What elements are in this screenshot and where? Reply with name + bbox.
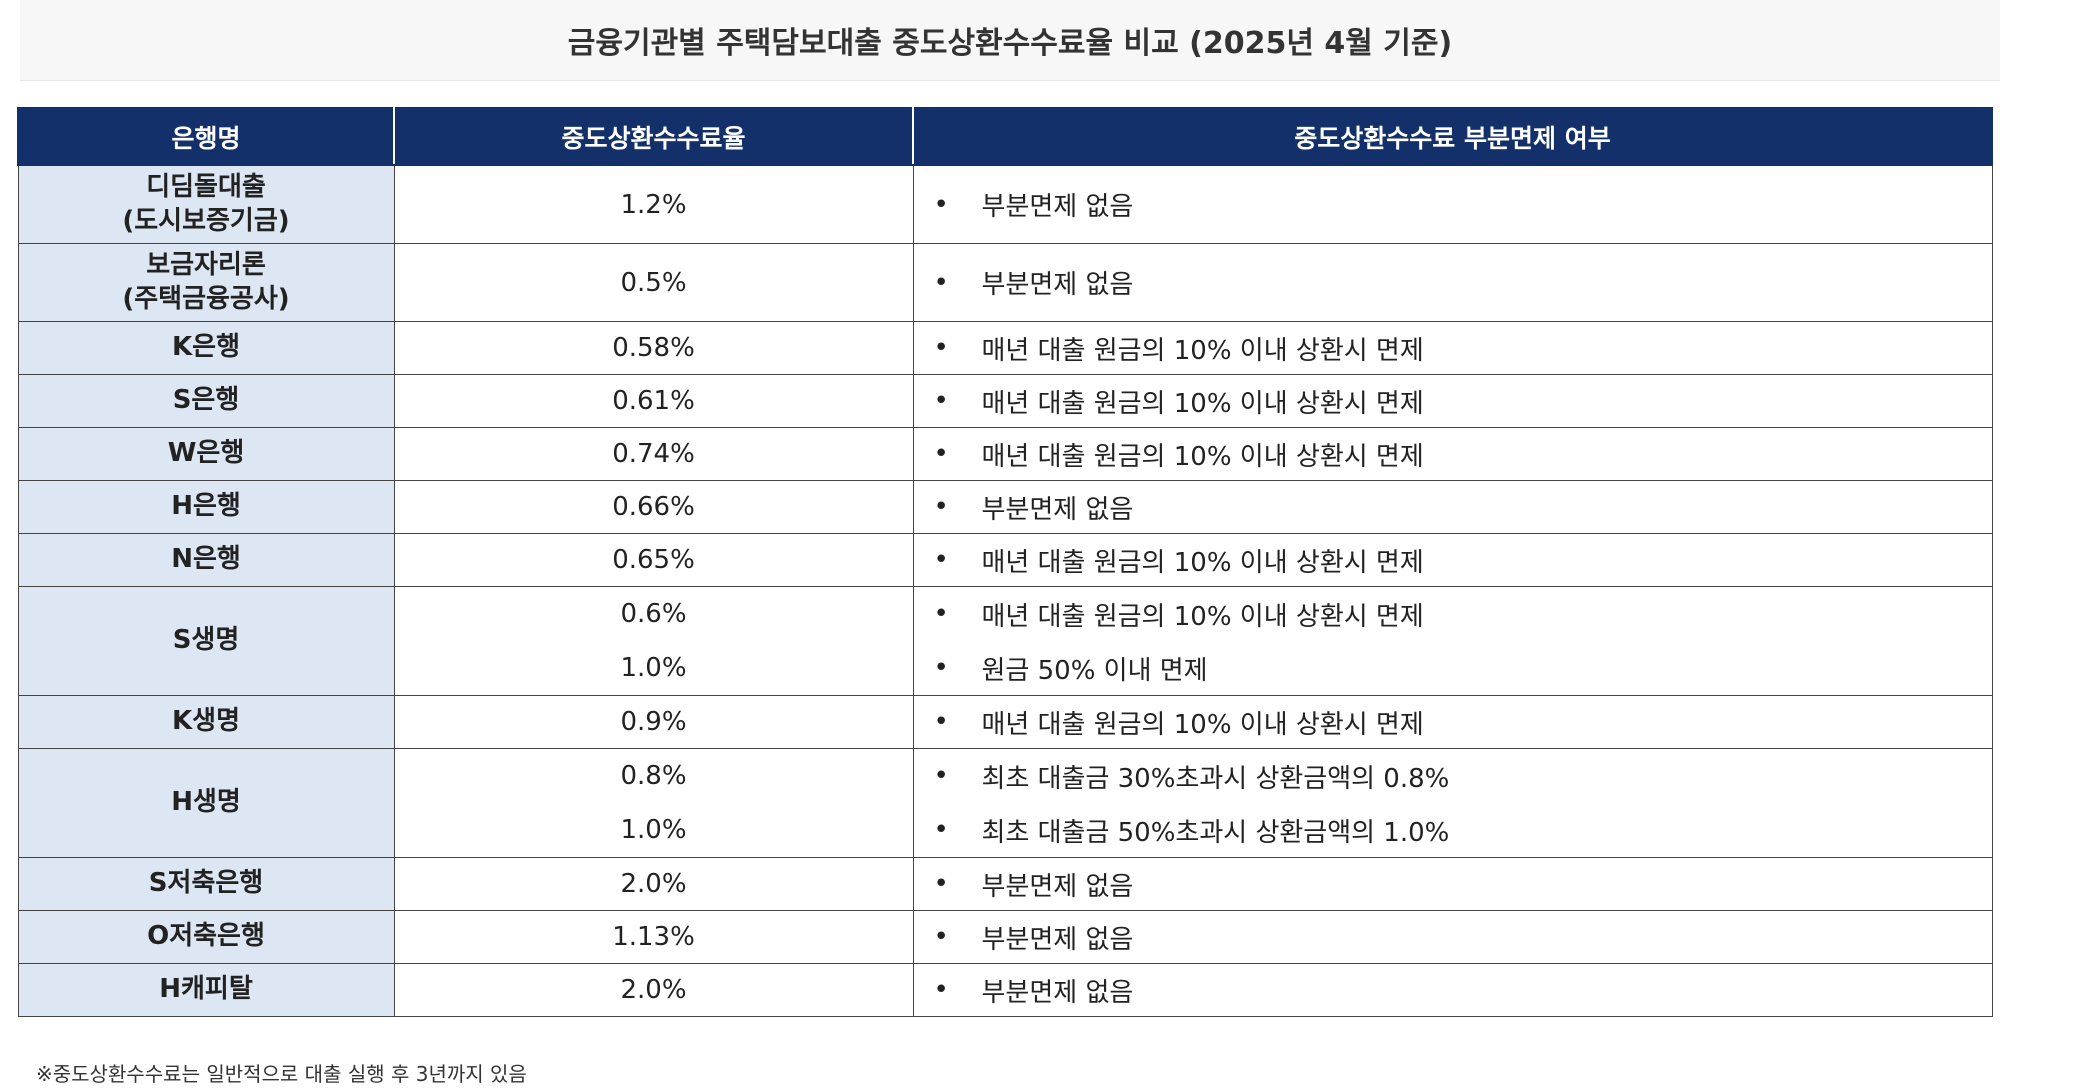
notes-cell: 매년 대출 원금의 10% 이내 상환시 면제: [912, 374, 1993, 428]
note: 부분면제 없음: [934, 257, 1992, 309]
bank-name: S은행: [17, 374, 395, 428]
note: 매년 대출 원금의 10% 이내 상환시 면제: [934, 428, 1992, 480]
rate-cell: 0.61%: [393, 374, 914, 428]
note: 부분면제 없음: [934, 911, 1992, 963]
rate-cell: 0.6% 1.0%: [393, 586, 914, 696]
rate-cell: 0.8% 1.0%: [393, 748, 914, 858]
rate-cell: 0.5%: [393, 243, 914, 322]
rate: 1.0%: [620, 653, 687, 683]
rate: 0.74%: [612, 439, 695, 469]
rate: 0.65%: [612, 545, 695, 575]
bank-name: S저축은행: [17, 857, 395, 911]
note: 부분면제 없음: [934, 858, 1992, 910]
note: 매년 대출 원금의 10% 이내 상환시 면제: [934, 375, 1992, 427]
rate: 0.61%: [612, 386, 695, 416]
rate: 0.9%: [620, 707, 687, 737]
column-header: 중도상환수수료 부분면제 여부: [912, 107, 1993, 166]
table-row: S저축은행 2.0% 부분면제 없음: [17, 857, 1993, 911]
table-row: O저축은행 1.13% 부분면제 없음: [17, 910, 1993, 964]
rate: 0.8%: [620, 761, 687, 791]
bank-name: O저축은행: [17, 910, 395, 964]
notes-cell: 부분면제 없음: [912, 480, 1993, 534]
table-row: H생명 0.8% 1.0% 최초 대출금 30%초과시 상환금액의 0.8%최초 대출…: [17, 748, 1993, 858]
rate-cell: 0.9%: [393, 695, 914, 749]
rate: 2.0%: [620, 869, 687, 899]
rate: 0.66%: [612, 492, 695, 522]
notes-cell: 부분면제 없음: [912, 164, 1993, 244]
bank-name: H캐피탈: [17, 963, 395, 1017]
table-row: S은행 0.61% 매년 대출 원금의 10% 이내 상환시 면제: [17, 374, 1993, 428]
bank-name: 보금자리론 (주택금융공사): [17, 243, 395, 322]
bank-name: K생명: [17, 695, 395, 749]
rate-cell: 1.2%: [393, 164, 914, 244]
rate: 2.0%: [620, 975, 687, 1005]
note: 매년 대출 원금의 10% 이내 상환시 면제: [934, 587, 1992, 641]
rate-cell: 0.66%: [393, 480, 914, 534]
bank-name: K은행: [17, 321, 395, 375]
rate: 0.5%: [620, 267, 687, 298]
rate: 0.6%: [620, 599, 687, 629]
notes-cell: 최초 대출금 30%초과시 상환금액의 0.8%최초 대출금 50%초과시 상환…: [912, 748, 1993, 858]
notes-cell: 매년 대출 원금의 10% 이내 상환시 면제: [912, 533, 1993, 587]
table-row: K은행 0.58% 매년 대출 원금의 10% 이내 상환시 면제: [17, 321, 1993, 375]
notes-cell: 부분면제 없음: [912, 963, 1993, 1017]
rate-cell: 0.74%: [393, 427, 914, 481]
rate-cell: 2.0%: [393, 963, 914, 1017]
notes-cell: 매년 대출 원금의 10% 이내 상환시 면제원금 50% 이내 면제: [912, 586, 1993, 696]
note: 최초 대출금 50%초과시 상환금액의 1.0%: [934, 803, 1992, 857]
table-row: S생명 0.6% 1.0% 매년 대출 원금의 10% 이내 상환시 면제원금 50%…: [17, 586, 1993, 696]
fee-table: 은행명 중도상환수수료율 중도상환수수료 부분면제 여부 디딤돌대출 (도시보증…: [17, 107, 1993, 1017]
note: 매년 대출 원금의 10% 이내 상환시 면제: [934, 534, 1992, 586]
column-header: 중도상환수수료율: [393, 107, 914, 166]
note: 매년 대출 원금의 10% 이내 상환시 면제: [934, 322, 1992, 374]
rate-cell: 2.0%: [393, 857, 914, 911]
table-row: 보금자리론 (주택금융공사) 0.5% 부분면제 없음: [17, 243, 1993, 322]
note: 원금 50% 이내 면제: [934, 641, 1992, 695]
rate: 0.58%: [612, 333, 695, 363]
note: 매년 대출 원금의 10% 이내 상환시 면제: [934, 696, 1992, 748]
header-row: 은행명 중도상환수수료율 중도상환수수료 부분면제 여부: [17, 107, 1993, 166]
notes-cell: 매년 대출 원금의 10% 이내 상환시 면제: [912, 695, 1993, 749]
note: 부분면제 없음: [934, 964, 1992, 1016]
title: 금융기관별 주택담보대출 중도상환수수료율 비교 (2025년 4월 기준): [20, 0, 2000, 81]
notes-cell: 부분면제 없음: [912, 857, 1993, 911]
table-row: K생명 0.9% 매년 대출 원금의 10% 이내 상환시 면제: [17, 695, 1993, 749]
rate-cell: 0.65%: [393, 533, 914, 587]
rate: 1.2%: [620, 189, 687, 220]
table-row: 디딤돌대출 (도시보증기금) 1.2% 부분면제 없음: [17, 164, 1993, 244]
bank-name: H생명: [17, 748, 395, 858]
notes-cell: 매년 대출 원금의 10% 이내 상환시 면제: [912, 321, 1993, 375]
note: 부분면제 없음: [934, 179, 1992, 231]
column-header: 은행명: [17, 107, 395, 166]
table-row: N은행 0.65% 매년 대출 원금의 10% 이내 상환시 면제: [17, 533, 1993, 587]
bank-name: 디딤돌대출 (도시보증기금): [17, 164, 395, 244]
table-row: H은행 0.66% 부분면제 없음: [17, 480, 1993, 534]
notes-cell: 매년 대출 원금의 10% 이내 상환시 면제: [912, 427, 1993, 481]
note: 최초 대출금 30%초과시 상환금액의 0.8%: [934, 749, 1992, 803]
note: 부분면제 없음: [934, 481, 1992, 533]
notes-cell: 부분면제 없음: [912, 910, 1993, 964]
table-row: H캐피탈 2.0% 부분면제 없음: [17, 963, 1993, 1017]
rate: 1.13%: [612, 922, 695, 952]
bank-name: S생명: [17, 586, 395, 696]
bank-name: H은행: [17, 480, 395, 534]
rate: 1.0%: [620, 815, 687, 845]
rate-cell: 0.58%: [393, 321, 914, 375]
bank-name: W은행: [17, 427, 395, 481]
bank-name: N은행: [17, 533, 395, 587]
notes-cell: 부분면제 없음: [912, 243, 1993, 322]
footnote: ※중도상환수수료는 일반적으로 대출 실행 후 3년까지 있음: [36, 1062, 527, 1086]
rate-cell: 1.13%: [393, 910, 914, 964]
table-row: W은행 0.74% 매년 대출 원금의 10% 이내 상환시 면제: [17, 427, 1993, 481]
